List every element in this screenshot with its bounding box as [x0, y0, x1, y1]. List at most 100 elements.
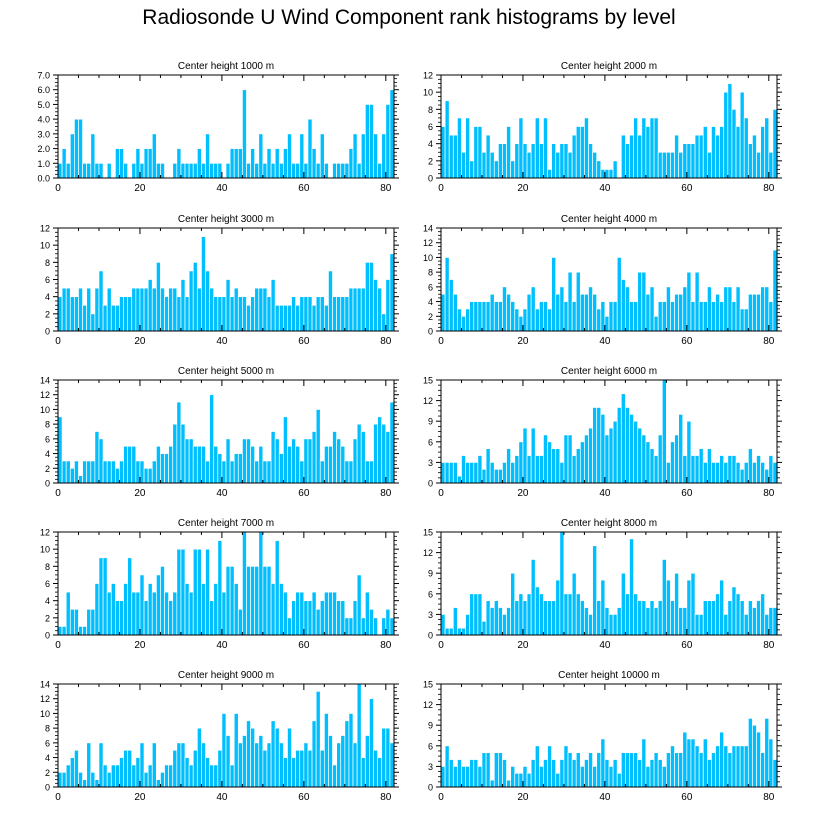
- bar: [469, 593, 475, 636]
- bar: [348, 713, 354, 788]
- x-tick-label: 20: [134, 183, 146, 194]
- y-tick-label: 12: [40, 528, 50, 538]
- y-tick-label: 0: [45, 327, 50, 337]
- bar: [209, 287, 215, 332]
- bar: [690, 143, 696, 179]
- bar: [98, 270, 104, 332]
- x-tick-label: 80: [763, 640, 775, 651]
- bar: [731, 108, 737, 179]
- bar: [739, 468, 745, 484]
- x-tick-label: 80: [380, 336, 392, 347]
- bar: [57, 771, 63, 788]
- bar: [217, 162, 223, 179]
- bar: [608, 427, 614, 484]
- bar: [452, 607, 458, 636]
- y-tick-label: 12: [423, 548, 433, 558]
- bar: [686, 579, 692, 636]
- bar: [719, 731, 725, 788]
- bar: [155, 261, 161, 332]
- bar: [364, 591, 370, 636]
- bar: [176, 742, 182, 788]
- bar: [229, 764, 235, 788]
- bar: [682, 455, 688, 484]
- bar: [94, 431, 100, 484]
- bar: [303, 600, 309, 636]
- bar: [465, 117, 471, 179]
- bar: [633, 117, 639, 179]
- bar: [168, 764, 174, 788]
- bar: [760, 752, 766, 788]
- bar: [229, 565, 235, 636]
- bar: [356, 574, 362, 636]
- bar: [625, 752, 630, 788]
- bar: [711, 600, 716, 636]
- bar: [440, 766, 446, 788]
- bar: [534, 117, 540, 179]
- y-tick-label: 10: [40, 545, 50, 555]
- bar: [336, 296, 342, 332]
- bar: [78, 118, 83, 179]
- bar: [756, 731, 761, 788]
- bar: [666, 462, 671, 484]
- bar: [82, 626, 88, 636]
- bar: [510, 766, 516, 788]
- bar: [666, 286, 671, 332]
- bar: [74, 118, 79, 179]
- bar: [682, 143, 688, 179]
- bar: [489, 293, 495, 332]
- bar: [727, 752, 733, 788]
- bar: [752, 724, 757, 788]
- histogram-panel-7: Center height 7000 m 0 20 40 60 80 0 2 4 6 8 10 12: [40, 518, 399, 651]
- x-tick-label: 60: [298, 488, 310, 499]
- bar: [592, 151, 598, 179]
- bar: [600, 738, 606, 788]
- bar: [567, 434, 573, 484]
- bar: [731, 455, 737, 484]
- bar: [254, 287, 260, 332]
- x-tick-label: 20: [517, 183, 529, 194]
- bar: [641, 434, 647, 484]
- bar: [727, 286, 733, 332]
- bar: [155, 574, 161, 636]
- bar: [287, 133, 292, 179]
- panel-title: Center height 6000 m: [561, 366, 657, 377]
- bar: [57, 162, 63, 179]
- bar: [225, 162, 231, 179]
- bar: [176, 548, 182, 636]
- bar: [481, 752, 487, 788]
- y-tick-label: 8: [45, 258, 50, 268]
- bar: [262, 565, 268, 636]
- y-tick-label: 3: [428, 610, 433, 620]
- bar: [698, 752, 704, 788]
- x-tick-label: 20: [134, 792, 146, 803]
- bar: [555, 151, 561, 179]
- bar: [473, 593, 479, 636]
- panel-title: Center height 3000 m: [178, 214, 274, 225]
- bar: [739, 745, 745, 788]
- bar: [373, 423, 378, 484]
- bar: [299, 133, 305, 179]
- y-tick-label: 0: [428, 327, 433, 337]
- y-tick-label: 12: [40, 694, 50, 704]
- y-tick-label: 6: [45, 738, 50, 748]
- bar: [526, 593, 532, 636]
- bar: [760, 126, 766, 179]
- bar: [489, 151, 495, 179]
- bar: [506, 779, 512, 788]
- bar: [237, 453, 243, 484]
- bar: [221, 713, 227, 788]
- y-tick-label: 4: [45, 449, 50, 459]
- bar: [168, 445, 174, 484]
- bar: [756, 600, 761, 636]
- bar: [283, 757, 288, 788]
- bar: [102, 304, 108, 332]
- bar: [283, 416, 288, 484]
- bar: [485, 752, 491, 788]
- bar: [522, 600, 528, 636]
- x-tick-label: 60: [298, 640, 310, 651]
- bar: [711, 301, 716, 332]
- bar: [102, 460, 108, 484]
- bar: [534, 455, 540, 484]
- bar: [110, 304, 116, 332]
- x-tick-label: 20: [517, 792, 529, 803]
